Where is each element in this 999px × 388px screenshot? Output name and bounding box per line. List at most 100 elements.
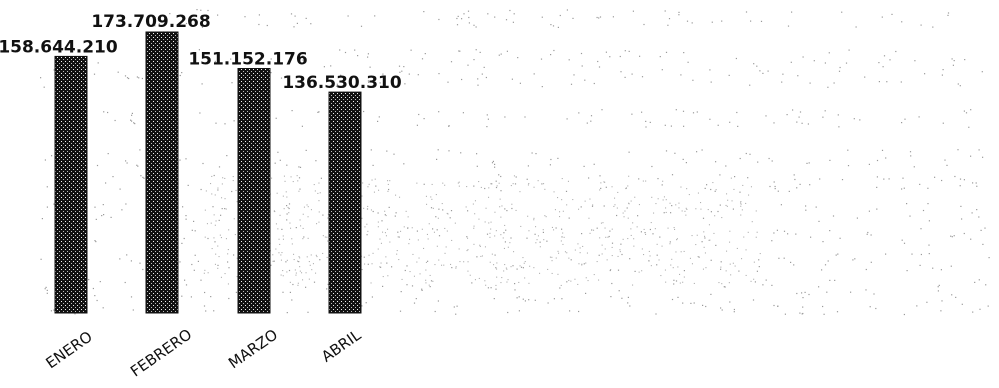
noise-dot: [976, 209, 978, 211]
noise-dot: [715, 189, 717, 191]
noise-dot: [691, 22, 693, 24]
noise-dot: [748, 194, 750, 196]
noise-dot: [561, 228, 563, 230]
noise-dot: [404, 83, 406, 85]
noise-dot: [409, 271, 411, 273]
noise-dot: [46, 206, 48, 208]
noise-dot: [703, 246, 705, 248]
noise-dot: [609, 56, 611, 58]
noise-dot: [675, 280, 678, 282]
noise-dot: [310, 254, 312, 256]
noise-dot: [591, 229, 593, 231]
noise-dot: [505, 267, 507, 269]
noise-dot: [423, 247, 425, 249]
noise-dot: [557, 157, 559, 159]
noise-dot: [496, 262, 498, 264]
noise-dot: [426, 233, 428, 235]
noise-dot: [553, 298, 555, 300]
noise-dot: [601, 109, 603, 111]
noise-dot: [295, 274, 297, 276]
noise-dot: [258, 23, 260, 26]
noise-dot: [313, 184, 315, 186]
noise-dot: [665, 199, 667, 201]
noise-dot: [384, 210, 386, 212]
noise-dot: [197, 260, 199, 262]
noise-dot: [507, 279, 509, 281]
noise-dot: [819, 178, 821, 180]
noise-dot: [574, 249, 576, 251]
noise-dot: [876, 186, 878, 188]
noise-dot: [441, 264, 443, 266]
noise-dot: [655, 313, 657, 315]
noise-dot: [822, 241, 824, 243]
noise-dot: [221, 197, 223, 199]
noise-dot: [417, 239, 419, 241]
noise-dot: [928, 253, 930, 255]
noise-dot: [533, 217, 535, 219]
noise-dot: [665, 51, 668, 53]
noise-dot: [788, 190, 790, 192]
noise-dot: [457, 182, 459, 184]
noise-dot: [297, 260, 299, 262]
noise-dot: [625, 188, 627, 190]
noise-dot: [645, 126, 647, 128]
noise-dot: [577, 243, 579, 245]
noise-dot: [797, 75, 799, 77]
noise-dot: [706, 184, 708, 186]
noise-dot: [535, 153, 537, 155]
noise-dot: [396, 250, 398, 252]
noise-dot: [372, 252, 374, 254]
noise-dot: [384, 232, 386, 234]
noise-dot: [296, 22, 298, 24]
noise-dot: [753, 278, 755, 280]
noise-dot: [366, 234, 368, 236]
noise-dot: [318, 211, 320, 213]
noise-dot: [920, 228, 922, 230]
noise-dot: [233, 218, 235, 220]
noise-dot: [767, 70, 769, 72]
noise-dot: [545, 216, 547, 218]
noise-dot: [802, 312, 804, 315]
noise-dot: [551, 272, 553, 274]
noise-dot: [377, 221, 379, 223]
noise-dot: [978, 216, 980, 218]
noise-dot: [467, 270, 469, 272]
noise-dot: [110, 216, 112, 218]
noise-dot: [901, 239, 903, 241]
noise-dot: [685, 214, 687, 216]
noise-dot: [493, 264, 495, 266]
noise-dot: [758, 259, 760, 261]
noise-dot: [214, 224, 216, 226]
noise-dot: [677, 296, 679, 298]
noise-dot: [403, 226, 405, 228]
noise-dot: [380, 266, 382, 268]
noise-dot: [733, 311, 735, 313]
noise-dot: [436, 158, 438, 160]
noise-dot: [710, 81, 712, 83]
noise-dot: [261, 62, 263, 64]
noise-dot: [782, 73, 784, 75]
noise-dot: [448, 125, 450, 127]
noise-dot: [308, 261, 310, 263]
noise-dot: [141, 77, 143, 80]
noise-dot: [590, 120, 592, 122]
noise-dot: [489, 261, 491, 263]
noise-dot: [398, 65, 401, 67]
noise-dot: [698, 256, 700, 258]
noise-dot: [588, 217, 590, 219]
noise-dot: [426, 203, 428, 205]
noise-dot: [882, 66, 884, 68]
noise-dot: [824, 110, 826, 112]
noise-dot: [725, 165, 727, 167]
noise-dot: [649, 228, 651, 231]
noise-dot: [611, 242, 614, 244]
noise-dot: [322, 252, 324, 254]
noise-dot: [591, 205, 594, 207]
noise-dot: [484, 187, 486, 190]
noise-dot: [285, 191, 287, 193]
noise-dot: [552, 25, 555, 27]
noise-dot: [388, 188, 390, 191]
noise-dot: [581, 264, 583, 266]
noise-dot: [224, 123, 226, 125]
noise-dot: [617, 255, 619, 257]
